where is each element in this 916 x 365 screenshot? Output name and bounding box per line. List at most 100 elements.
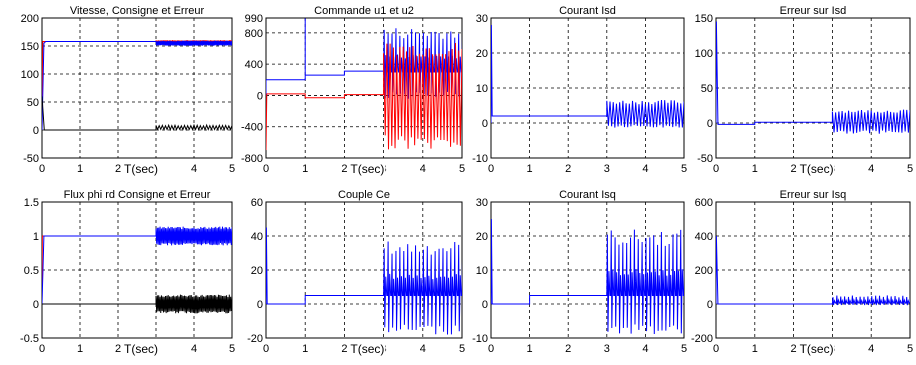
chart-title: Erreur sur Isd: [780, 5, 847, 17]
x-tick-label: 5: [907, 343, 913, 355]
x-tick-label: 4: [191, 163, 197, 175]
ce-line: [266, 227, 462, 335]
x-axis-label: T(sec): [350, 342, 384, 356]
series-group: [491, 218, 684, 334]
y-tick-label: -0.5: [20, 333, 39, 345]
y-tick-label: 0: [482, 118, 488, 130]
x-tick-label: 4: [868, 343, 874, 355]
y-tick-label: 0: [707, 118, 713, 130]
x-tick-label: 4: [642, 343, 648, 355]
y-tick-label: 990: [245, 13, 263, 25]
x-axis-label: T(sec): [800, 162, 834, 176]
x-tick-label: 3: [604, 163, 610, 175]
x-tick-label: 0: [39, 343, 45, 355]
x-tick-label: 0: [713, 163, 719, 175]
series-group: [42, 40, 232, 132]
x-tick-label: 1: [752, 163, 758, 175]
y-tick-label: 30: [476, 13, 488, 25]
y-tick-label: 50: [27, 97, 39, 109]
x-axis-label: T(sec): [350, 162, 384, 176]
erreur-isq-line: [716, 235, 910, 306]
plot-area: [265, 17, 463, 159]
chart-title: Courant Isq: [559, 189, 616, 201]
erreur-isd-line: [716, 21, 910, 134]
y-tick-label: -20: [247, 333, 263, 345]
x-tick-label: 2: [791, 343, 797, 355]
x-tick-label: 5: [681, 163, 687, 175]
x-tick-label: 1: [77, 343, 83, 355]
y-tick-label: 20: [251, 265, 263, 277]
series-group: [491, 24, 684, 128]
y-tick-label: 400: [245, 59, 263, 71]
x-tick-label: 0: [39, 163, 45, 175]
y-tick-label: 0: [707, 299, 713, 311]
x-tick-label: 4: [420, 163, 426, 175]
x-axis-label-bg: [349, 342, 386, 356]
x-tick-label: 1: [752, 343, 758, 355]
y-tick-label: 100: [695, 48, 713, 60]
x-tick-label: 4: [191, 343, 197, 355]
y-tick-label: 0: [257, 90, 263, 102]
chart-title: Erreur sur Isq: [780, 189, 847, 201]
flux-line: [42, 226, 232, 305]
x-tick-label: 2: [341, 343, 347, 355]
y-tick-label: 10: [476, 265, 488, 277]
y-tick-label: 50: [701, 83, 713, 95]
plot-area: [41, 17, 233, 159]
x-tick-label: 0: [488, 163, 494, 175]
x-tick-label: 1: [527, 163, 533, 175]
x-tick-label: 4: [420, 343, 426, 355]
y-tick-label: -10: [472, 153, 488, 165]
chart-title: Vitesse, Consigne et Erreur: [70, 5, 205, 17]
chart-title: Courant Isd: [559, 5, 616, 17]
x-tick-label: 2: [565, 163, 571, 175]
y-tick-label: 0: [33, 125, 39, 137]
erreur-line: [42, 96, 232, 132]
x-tick-label: 5: [229, 163, 235, 175]
y-tick-label: 200: [695, 265, 713, 277]
y-tick-label: -200: [691, 333, 713, 345]
x-tick-label: 4: [642, 163, 648, 175]
x-axis-label-bg: [123, 342, 159, 356]
u2-line: [266, 42, 462, 151]
isd-line: [491, 24, 684, 128]
series-group: [42, 226, 232, 314]
x-tick-label: 0: [713, 343, 719, 355]
x-axis-label-bg: [798, 162, 835, 176]
chart-title: Flux phi rd Consigne et Erreur: [64, 189, 211, 201]
y-tick-label: 800: [245, 28, 263, 40]
x-tick-label: 5: [681, 343, 687, 355]
x-axis-label: T(sec): [800, 342, 834, 356]
x-tick-label: 1: [302, 163, 308, 175]
y-tick-label: 1.5: [24, 197, 39, 209]
y-tick-label: -800: [241, 153, 263, 165]
x-tick-label: 2: [341, 163, 347, 175]
series-group: [266, 18, 462, 151]
y-tick-label: 30: [476, 197, 488, 209]
x-tick-label: 0: [263, 343, 269, 355]
y-tick-label: 400: [695, 231, 713, 243]
chart-title: Commande u1 et u2: [314, 5, 414, 17]
y-tick-label: 10: [476, 83, 488, 95]
y-tick-label: 100: [21, 69, 39, 81]
x-tick-label: 2: [115, 343, 121, 355]
chart-title: Couple Ce: [338, 189, 390, 201]
series-group: [716, 235, 910, 306]
y-tick-label: -10: [472, 333, 488, 345]
y-tick-label: 1: [33, 231, 39, 243]
x-tick-label: 2: [115, 163, 121, 175]
x-tick-label: 5: [459, 343, 465, 355]
vitesse-line: [42, 40, 232, 131]
x-tick-label: 1: [302, 343, 308, 355]
x-axis-label: T(sec): [124, 342, 158, 356]
x-tick-label: 1: [527, 343, 533, 355]
y-tick-label: -400: [241, 122, 263, 134]
y-tick-label: 0.5: [24, 265, 39, 277]
